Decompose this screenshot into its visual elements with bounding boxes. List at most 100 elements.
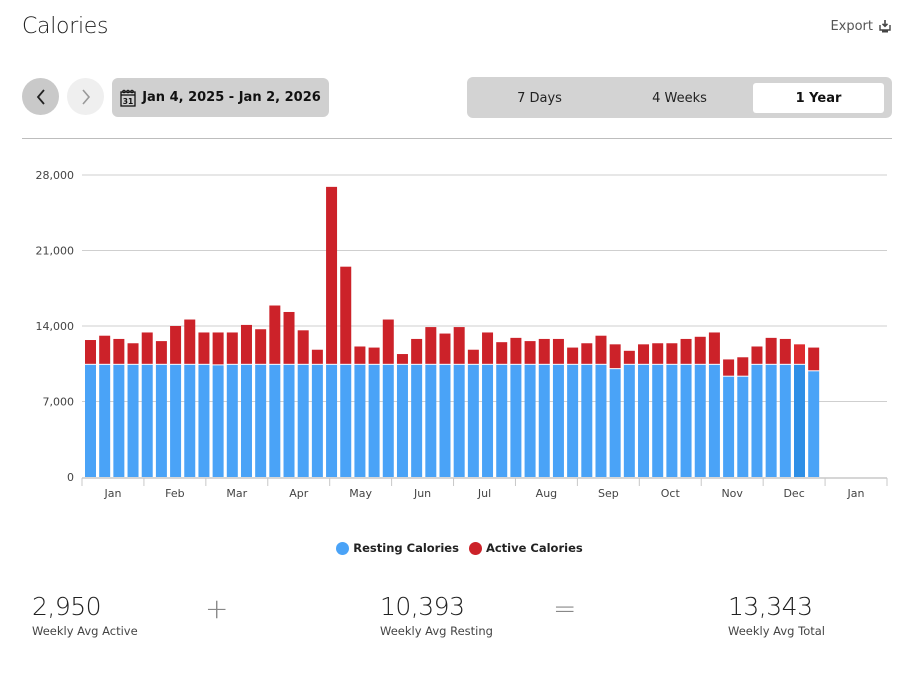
resting-bar (638, 364, 650, 477)
active-bar (198, 332, 210, 364)
resting-bar (510, 364, 522, 477)
x-tick-label: Nov (721, 487, 743, 500)
active-bar (552, 338, 564, 364)
resting-bar (155, 364, 167, 477)
resting-bar (467, 364, 479, 477)
stat-label-total: Weekly Avg Total (728, 624, 825, 638)
active-bar (170, 326, 182, 364)
page-title: Calories (22, 14, 109, 39)
active-bar (368, 347, 380, 364)
resting-bar (496, 364, 508, 477)
calendar-icon: 31 (120, 89, 136, 107)
active-bar (311, 349, 323, 364)
resting-bar (170, 364, 182, 477)
active-bar (425, 327, 437, 364)
download-icon (879, 20, 891, 33)
resting-bar (85, 364, 96, 477)
resting-bar (708, 364, 720, 477)
active-bar (779, 338, 791, 364)
active-bar (581, 343, 593, 364)
stat-value-resting: 10,393 (380, 592, 465, 621)
active-bar (354, 346, 366, 364)
date-range-label: Jan 4, 2025 - Jan 2, 2026 (142, 90, 321, 105)
resting-bar (482, 364, 494, 477)
active-bar (155, 341, 167, 364)
resting-dot-icon (336, 541, 350, 555)
legend-label-resting: Resting Calories (353, 541, 459, 555)
resting-bar (680, 364, 692, 477)
resting-bar (652, 364, 664, 477)
resting-bar (141, 364, 153, 477)
active-bar (737, 357, 749, 376)
active-bar (524, 341, 536, 364)
resting-bar (184, 364, 196, 477)
resting-bar (340, 364, 352, 477)
stat-label-resting: Weekly Avg Resting (380, 624, 493, 638)
previous-period-button[interactable] (22, 78, 59, 115)
active-bar (240, 324, 252, 364)
resting-bar (226, 364, 238, 477)
export-button[interactable]: Export (830, 19, 891, 34)
resting-bar (382, 364, 394, 477)
tab-4-weeks[interactable]: 4 Weeks (652, 90, 707, 106)
x-tick-label: Feb (165, 487, 184, 500)
x-tick-label: Oct (661, 487, 681, 500)
resting-bar (723, 376, 735, 477)
active-bar (184, 319, 196, 364)
resting-bar (326, 364, 338, 477)
plus-icon: + (205, 592, 229, 625)
y-tick-label: 7,000 (43, 396, 75, 409)
x-tick-label: Jan (103, 487, 121, 500)
stat-value-active: 2,950 (32, 592, 102, 621)
active-bar (765, 337, 777, 364)
resting-bar (439, 364, 451, 477)
x-tick-label: Mar (226, 487, 247, 500)
resting-bar (694, 364, 706, 477)
y-tick-label: 14,000 (36, 320, 75, 333)
stat-weekly-avg-active: 2,950 Weekly Avg Active (32, 592, 138, 638)
resting-bar (595, 364, 607, 477)
resting-bar (524, 364, 536, 477)
date-range-picker[interactable]: 31 Jan 4, 2025 - Jan 2, 2026 (112, 78, 329, 117)
active-bar (411, 338, 423, 364)
resting-bar (311, 364, 323, 477)
active-bar (694, 336, 706, 364)
active-bar (609, 344, 621, 369)
resting-bar (396, 364, 408, 477)
resting-bar (269, 364, 281, 477)
calories-chart: 0 7,000 14,000 21,000 28,000 Jan Feb Mar Apr May J… (36, 169, 888, 500)
active-bar (141, 332, 153, 364)
active-bar (212, 332, 224, 365)
tab-1-year[interactable]: 1 Year (753, 83, 884, 113)
legend-item-active[interactable]: Active Calories (468, 541, 583, 555)
resting-bar (453, 364, 465, 477)
x-tick-label: May (349, 487, 372, 500)
active-bar (567, 347, 579, 364)
resting-bar (581, 364, 593, 477)
active-bar (482, 332, 494, 364)
resting-bar (240, 364, 252, 477)
active-bar (680, 338, 692, 364)
chevron-left-icon (36, 88, 45, 105)
active-bar (751, 346, 763, 364)
resting-bar (567, 364, 579, 477)
y-tick-label: 0 (67, 471, 74, 484)
tab-7-days[interactable]: 7 Days (517, 90, 562, 106)
resting-bar (666, 364, 678, 477)
export-label: Export (830, 19, 873, 34)
resting-bar (808, 371, 820, 477)
active-bar (794, 344, 805, 364)
resting-bar (779, 364, 791, 477)
stat-weekly-avg-total: 13,343 Weekly Avg Total (728, 592, 825, 638)
active-bar (595, 335, 607, 364)
active-bar (638, 344, 650, 364)
resting-bar (751, 364, 763, 477)
next-period-button[interactable] (67, 78, 104, 115)
active-bar (467, 349, 479, 364)
active-bar (808, 347, 820, 371)
x-tick-label: Sep (598, 487, 619, 500)
legend-item-resting[interactable]: Resting Calories (336, 541, 459, 555)
resting-bar (255, 364, 267, 477)
active-bar (283, 311, 295, 364)
active-bar (666, 343, 678, 364)
